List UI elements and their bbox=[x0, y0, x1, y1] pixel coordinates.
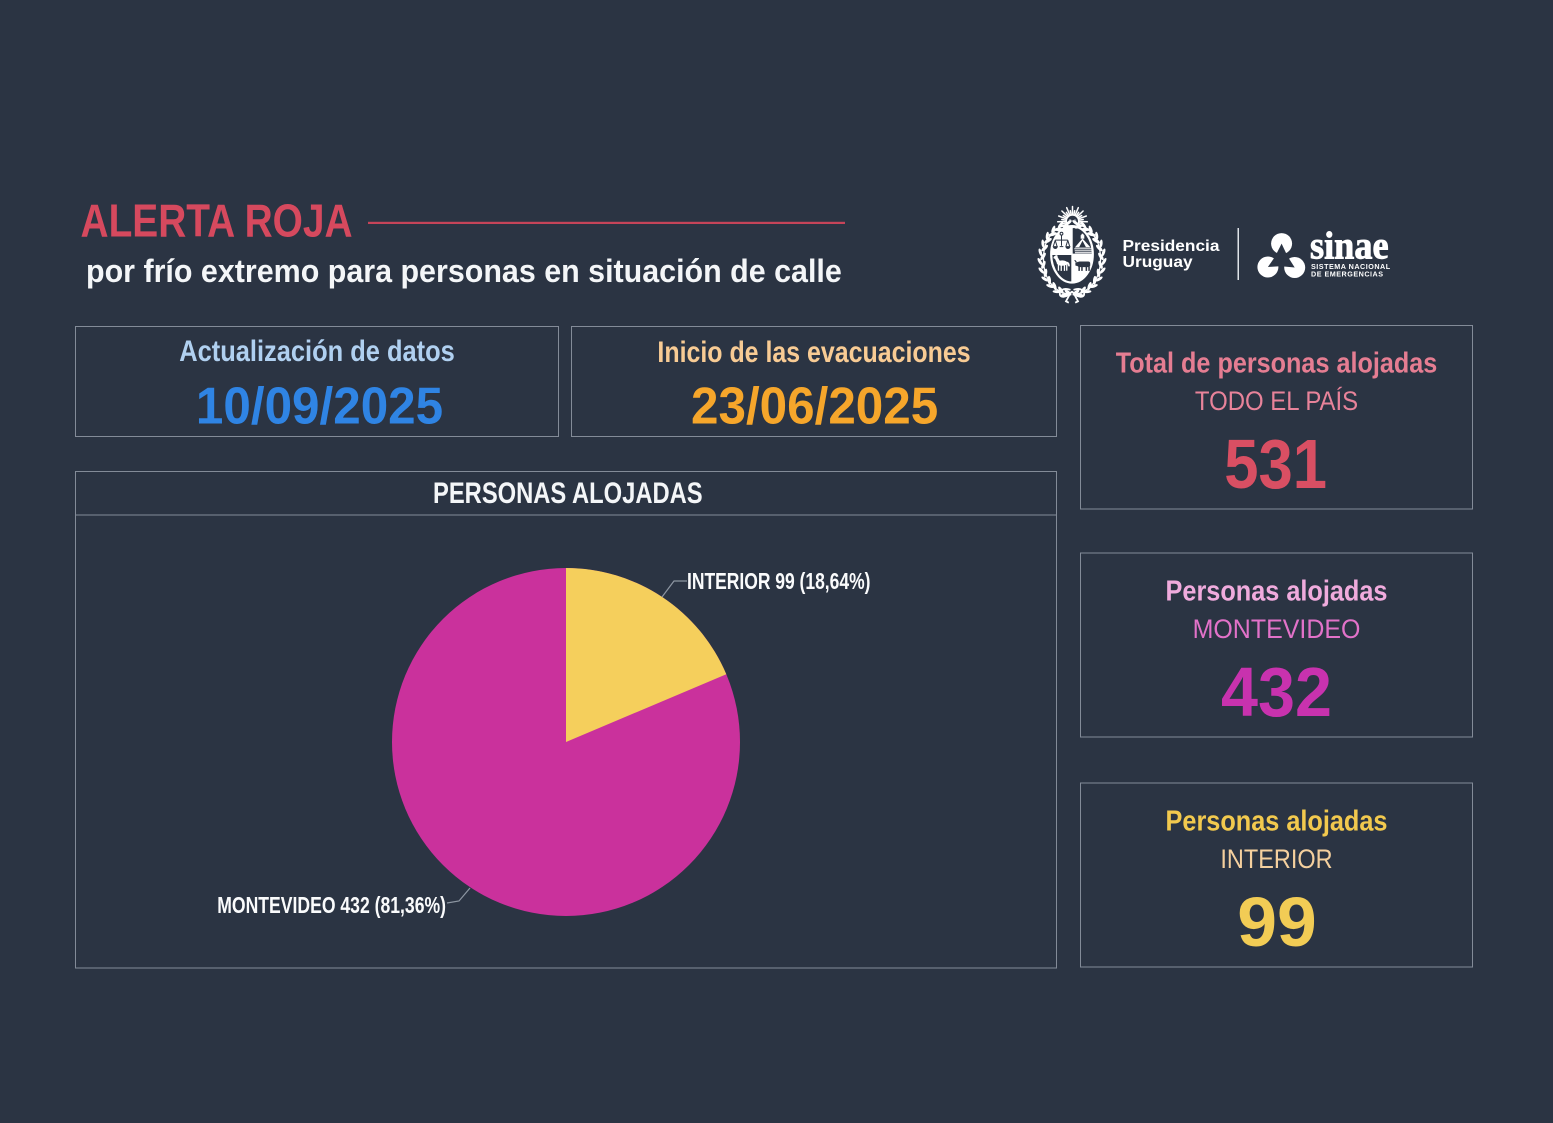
svg-text:SISTEMA NACIONAL: SISTEMA NACIONAL bbox=[1311, 262, 1391, 271]
svg-text:INTERIOR 99 (18,64%): INTERIOR 99 (18,64%) bbox=[687, 570, 870, 595]
svg-text:23/06/2025: 23/06/2025 bbox=[691, 377, 938, 435]
svg-text:TODO EL PAÍS: TODO EL PAÍS bbox=[1195, 386, 1358, 417]
svg-text:ALERTA ROJA: ALERTA ROJA bbox=[81, 195, 353, 247]
svg-text:Personas alojadas: Personas alojadas bbox=[1166, 574, 1388, 607]
svg-text:INTERIOR: INTERIOR bbox=[1220, 845, 1332, 875]
svg-text:Inicio de las evacuaciones: Inicio de las evacuaciones bbox=[657, 335, 970, 369]
svg-text:DE EMERGENCIAS: DE EMERGENCIAS bbox=[1311, 270, 1384, 279]
svg-text:432: 432 bbox=[1221, 654, 1332, 732]
svg-text:sinae: sinae bbox=[1310, 224, 1389, 267]
svg-text:PERSONAS ALOJADAS: PERSONAS ALOJADAS bbox=[433, 476, 703, 509]
svg-text:Presidencia: Presidencia bbox=[1123, 237, 1221, 255]
svg-text:Uruguay: Uruguay bbox=[1123, 252, 1194, 270]
svg-text:Actualización de datos: Actualización de datos bbox=[179, 334, 454, 367]
svg-text:Personas alojadas: Personas alojadas bbox=[1166, 804, 1388, 837]
svg-text:por frío extremo para personas: por frío extremo para personas en situac… bbox=[86, 253, 842, 289]
svg-text:10/09/2025: 10/09/2025 bbox=[196, 377, 443, 435]
svg-text:Total de personas alojadas: Total de personas alojadas bbox=[1116, 346, 1438, 379]
svg-text:99: 99 bbox=[1237, 883, 1316, 961]
svg-text:MONTEVIDEO: MONTEVIDEO bbox=[1193, 613, 1361, 644]
svg-text:MONTEVIDEO 432 (81,36%): MONTEVIDEO 432 (81,36%) bbox=[217, 893, 446, 919]
svg-text:531: 531 bbox=[1224, 424, 1327, 503]
